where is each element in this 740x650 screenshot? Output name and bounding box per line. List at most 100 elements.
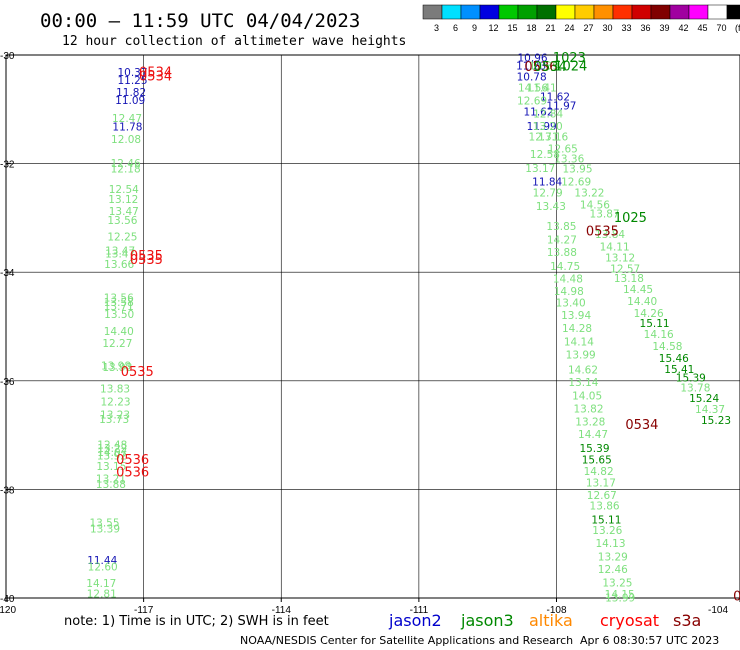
y-tick-label: -32 [0,160,15,171]
wave-height-label: 13.56 [104,293,134,305]
y-tick-label: -38 [0,485,15,496]
legend-swatch [460,4,481,20]
x-tick-label: -104 [708,605,728,616]
wave-height-label: 13.26 [592,525,622,537]
wave-height-label: 14.28 [562,323,592,335]
wave-height-label: 11.82 [116,87,146,99]
wave-height-label: 13.18 [614,273,644,285]
time-label: 0535 [586,224,619,239]
time-label: 0535 [121,365,154,380]
x-tick-label: -111 [410,605,429,616]
wave-height-label: 15.11 [591,514,621,526]
legend-swatch [422,4,443,20]
legend-label: 6 [453,23,458,33]
grid-lines [6,55,740,598]
wave-height-label: 13.16 [538,131,568,143]
wave-height-label: 11.97 [546,100,576,112]
legend-label: 45 [697,23,707,33]
wave-height-label: 13.40 [556,298,586,310]
x-tick-label: -114 [272,605,292,616]
wave-height-label: 10.78 [517,72,547,84]
wave-height-label: 15.39 [676,373,706,385]
legend-label: 18 [526,23,536,33]
legend-label: 30 [602,23,612,33]
wave-height-label: 13.58 [104,297,134,309]
legend-swatch [688,4,709,20]
wave-height-label: 14.05 [572,390,602,402]
wave-height-label: 12.58 [530,149,560,161]
x-tick-label: -120 [0,605,16,616]
wave-height-label: 13.94 [561,310,591,322]
legend-label: 15 [507,23,517,33]
time-label: 0536 [116,465,149,480]
time-label: 0535 [733,589,740,604]
wave-height-label: 10.96 [518,53,548,65]
wave-height-label: 13.92 [97,451,127,463]
wave-height-label: 14.45 [623,284,653,296]
chart-subtitle: 12 hour collection of altimeter wave hei… [62,34,406,49]
legend-swatch [593,4,614,20]
legend-label: (ft) [735,23,740,33]
wave-height-label: 11.78 [112,122,142,134]
time-label: 1025 [614,211,647,226]
wave-height-label: 14.75 [550,261,580,273]
wave-height-label: 12.79 [533,187,563,199]
footer-credit: NOAA/NESDIS Center for Satellite Applica… [240,634,573,647]
wave-height-label: 13.83 [100,383,130,395]
wave-height-label: 13.29 [598,552,628,564]
x-axis-ticks: -120 -117 -114 -111 -108 -104 [0,598,740,616]
legend-swatch [669,4,690,20]
wave-height-label: 12.46 [598,564,628,576]
wave-height-label: 13.88 [96,479,126,491]
wave-height-label: 13.23 [100,409,130,421]
wave-height-label: 13.71 [104,301,134,313]
time-label: 0534 [139,65,172,80]
time-label: 0536 [116,453,149,468]
wave-height-label: 15.65 [582,455,612,467]
legend-label: 9 [472,23,477,33]
wave-height-label: 15.39 [579,443,609,455]
wave-height-label: 12.60 [88,562,118,574]
legend-label: 70 [716,23,726,33]
satellite-legend: jason2 jason3 altika cryosat s3a [388,611,701,630]
time-label: 1024 [554,59,587,74]
wave-height-label: 13.17 [586,477,616,489]
satellite-s3a: s3a [673,611,701,630]
wave-height-label: 13.12 [605,253,635,265]
footer-timestamp: Apr 6 08:30:57 UTC 2023 [580,634,719,647]
wave-height-label: 12.47 [112,113,142,125]
x-tick-label: -117 [134,605,154,616]
legend-label: 42 [678,23,688,33]
y-tick-label: -34 [0,268,15,279]
legend-swatch [707,4,728,20]
wave-height-label: 13.47 [105,245,135,257]
wave-height-label: 15.24 [689,393,719,405]
wave-height-label: 13.20 [533,121,563,133]
wave-height-label: 15.41 [664,364,694,376]
legend-label: 27 [583,23,593,33]
time-label: 0534 [625,418,658,433]
wave-height-label: 12.48 [97,439,127,451]
wave-height-label: 14.37 [695,404,725,416]
wave-height-label: 13.36 [554,154,584,166]
legend-label: 33 [621,23,631,33]
wave-height-label: 12.25 [107,231,137,243]
wave-height-label: 11.62 [540,91,570,103]
wave-height-label: 13.66 [104,259,134,271]
y-axis-ticks: -30 -32 -34 -36 -38 -40 [0,51,15,605]
wave-height-label: 12.69 [517,96,547,108]
wave-height-label: 15.46 [659,353,689,365]
wave-height-label: 13.15 [96,461,126,473]
wave-height-label: 12.65 [548,143,578,155]
wave-height-label: 12.46 [111,158,141,170]
legend-label: 24 [564,23,574,33]
time-label: 0534 [534,60,567,75]
wave-height-label: 11.25 [117,75,147,87]
wave-height-label: 13.85 [546,221,576,233]
wave-height-label: 14.40 [627,296,657,308]
wave-height-label: 12.18 [111,163,141,175]
satellite-jason3: jason3 [460,611,514,630]
wave-height-label: 12.84 [533,109,563,121]
